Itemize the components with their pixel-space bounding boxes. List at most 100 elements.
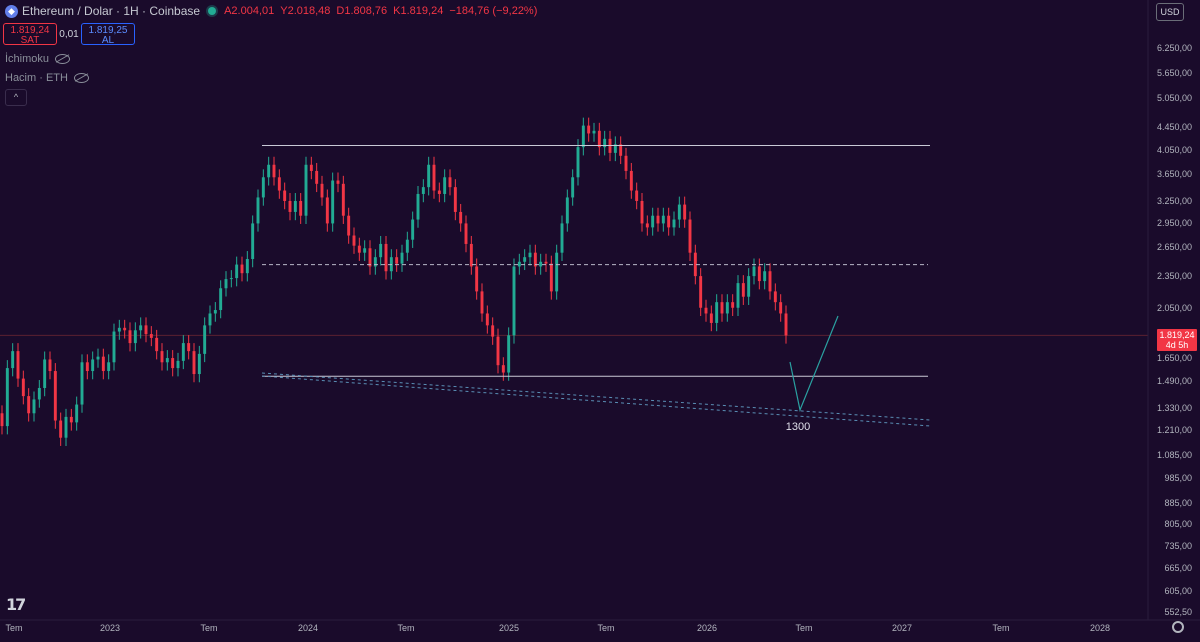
y-tick-label: 2.950,00 [1157, 218, 1192, 228]
buy-button[interactable]: 1.819,25 AL [81, 23, 135, 46]
candle-body [560, 223, 564, 253]
candle-body [171, 358, 175, 369]
candle-body [299, 200, 303, 216]
candle-body [683, 204, 687, 220]
candle-body [5, 368, 9, 427]
candle-body [779, 302, 783, 314]
candle-body [667, 215, 671, 228]
candle-body [133, 330, 137, 344]
settings-icon[interactable] [1172, 621, 1184, 633]
currency-button[interactable]: USD [1156, 3, 1184, 21]
candle-body [693, 252, 697, 277]
candle-body [443, 177, 447, 194]
ohlc-high: Y2.018,48 [280, 5, 331, 17]
candle-body [635, 190, 639, 201]
candle-body [453, 187, 457, 212]
candle-body [21, 378, 25, 397]
y-tick-label: 4.050,00 [1157, 145, 1192, 155]
candle-body [80, 362, 84, 405]
candle-body [395, 257, 399, 264]
candle-body [69, 416, 73, 423]
y-tick-label: 1.210,00 [1157, 425, 1192, 435]
candle-body [128, 330, 132, 344]
candle-body [224, 279, 228, 289]
y-tick-label: 5.050,00 [1157, 93, 1192, 103]
y-tick-label: 985,00 [1164, 473, 1192, 483]
y-tick-label: 2.050,00 [1157, 303, 1192, 313]
y-tick-label: 735,00 [1164, 541, 1192, 551]
y-tick-label: 6.250,00 [1157, 43, 1192, 53]
indicator-volume[interactable]: Hacim · ETH [5, 72, 89, 84]
candle-body [27, 396, 31, 414]
candle-body [699, 276, 703, 308]
candle-body [347, 215, 351, 236]
candle-body [16, 351, 20, 379]
last-price-countdown: 4d 5h [1165, 340, 1189, 350]
candle-body [352, 235, 356, 246]
candle-body [309, 164, 313, 171]
x-tick-label: 2028 [1090, 623, 1110, 633]
y-tick-label: 4.450,00 [1157, 122, 1192, 132]
candle-body [251, 223, 255, 260]
candle-body [11, 351, 15, 369]
trend-channel-upper [261, 372, 931, 421]
candle-body [341, 183, 345, 216]
sell-button[interactable]: 1.819,24 SAT [3, 23, 57, 46]
x-tick-label: 2024 [298, 623, 318, 633]
market-status-icon [208, 7, 217, 15]
candle-body [437, 190, 441, 194]
candle-body [336, 180, 340, 184]
candle-body [149, 334, 153, 338]
candle-body [240, 264, 244, 274]
candle-body [464, 223, 468, 244]
eye-hidden-icon[interactable] [55, 54, 71, 64]
projection-path [789, 315, 839, 413]
candle-body [112, 331, 116, 363]
candle-body [661, 215, 665, 224]
symbol-title[interactable]: Ethereum / Dolar · 1H · Coinbase [22, 4, 201, 18]
y-tick-label: 552,50 [1164, 607, 1192, 617]
candle-body [320, 183, 324, 198]
y-tick-label: 5.650,00 [1157, 68, 1192, 78]
candle-body [139, 325, 143, 331]
y-tick-label: 2.650,00 [1157, 242, 1192, 252]
y-tick-label: 1.085,00 [1157, 450, 1192, 460]
candle-body [715, 302, 719, 323]
x-tick-label: Tem [5, 623, 22, 633]
candle-body [725, 302, 729, 314]
candle-body [768, 271, 772, 292]
candle-body [427, 164, 431, 188]
candle-body [752, 266, 756, 277]
candle-body [101, 356, 105, 372]
x-tick-label: 2025 [499, 623, 519, 633]
candle-body [592, 130, 596, 134]
x-tick-label: Tem [200, 623, 217, 633]
candle-body [192, 351, 196, 375]
x-tick-label: Tem [397, 623, 414, 633]
candle-body [629, 170, 633, 191]
collapse-legend-button[interactable]: ^ [5, 89, 27, 106]
tradingview-logo[interactable]: 17 [6, 595, 26, 614]
candle-body [576, 147, 580, 178]
candle-body [741, 283, 745, 297]
trend-channel-lower [261, 375, 931, 427]
candle-body [763, 271, 767, 282]
candle-body [528, 252, 532, 258]
candle-body [245, 259, 249, 274]
candle-body [709, 313, 713, 323]
candle-body [384, 243, 388, 272]
x-tick-label: Tem [992, 623, 1009, 633]
candle-body [512, 266, 516, 336]
candle-body [747, 276, 751, 297]
candle-body [400, 252, 404, 264]
candle-body [459, 211, 463, 224]
buy-label: AL [101, 35, 115, 46]
eye-hidden-icon[interactable] [73, 73, 89, 83]
drawing-annotations: 1300 [261, 144, 931, 433]
candle-body [229, 278, 233, 280]
indicator-ichimoku[interactable]: İchimoku [5, 53, 71, 65]
candle-body [491, 325, 495, 337]
candle-body [736, 283, 740, 308]
